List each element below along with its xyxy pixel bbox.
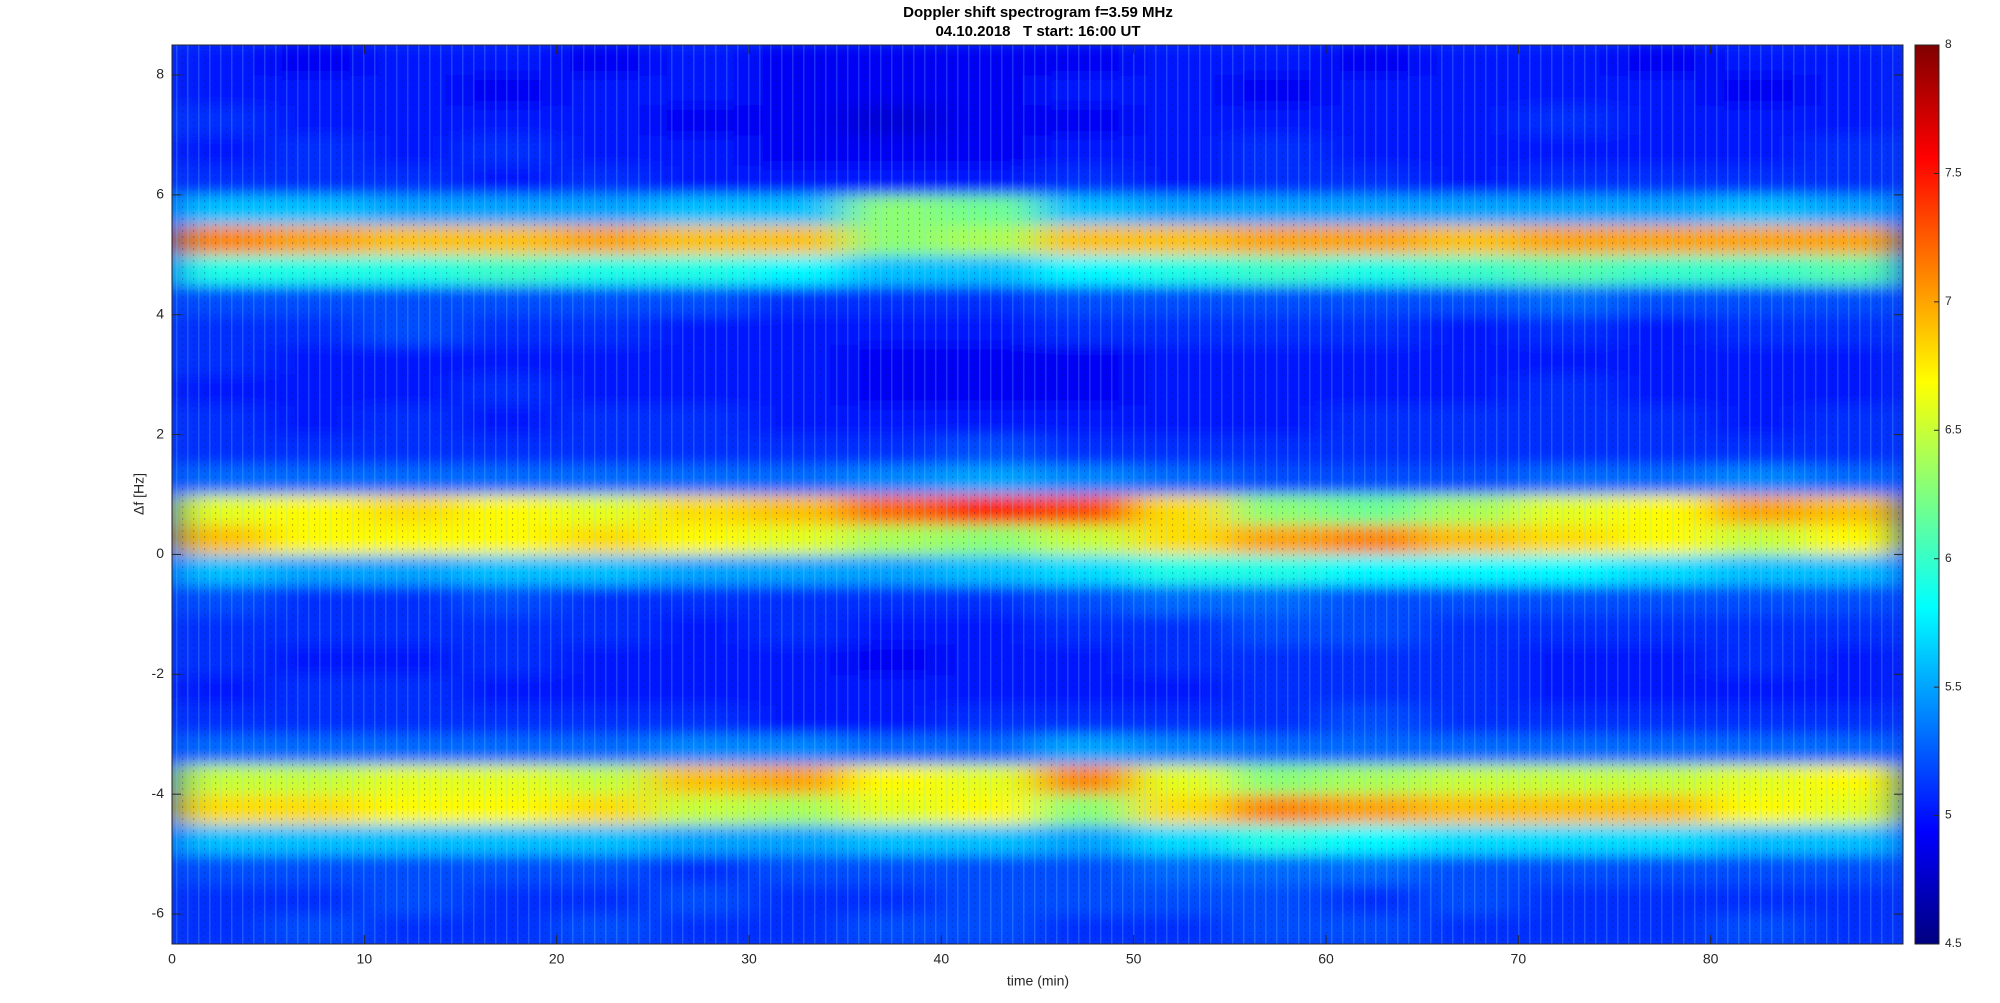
y-axis-label: Δf [Hz] — [131, 473, 147, 515]
colorbar-tick-label: 4.5 — [1945, 936, 1962, 950]
colorbar-tick-label: 5 — [1945, 808, 1952, 822]
y-tick-label: 8 — [156, 66, 164, 82]
colorbar-tick-label: 8 — [1945, 37, 1952, 51]
y-tick-label: 0 — [156, 545, 164, 561]
texture — [172, 45, 1903, 944]
colorbar-tick-label: 6 — [1945, 551, 1952, 565]
y-tick-label: -4 — [152, 785, 165, 801]
x-tick-label: 50 — [1126, 951, 1142, 967]
x-tick-label: 0 — [168, 951, 176, 967]
plot-frame — [171, 44, 1904, 945]
x-axis-label: time (min) — [1007, 973, 1069, 989]
colorbar-tick-label: 6.5 — [1945, 422, 1962, 436]
y-tick-label: 6 — [156, 186, 164, 202]
colorbar-tick-label: 5.5 — [1945, 679, 1962, 693]
x-tick-label: 40 — [934, 951, 950, 967]
colorbar-tick-label: 7 — [1945, 294, 1952, 308]
y-tick-label: -6 — [152, 905, 165, 921]
x-tick-label: 20 — [549, 951, 565, 967]
x-tick-label: 60 — [1318, 951, 1334, 967]
x-tick-label: 70 — [1511, 951, 1527, 967]
chart-title: Doppler shift spectrogram f=3.59 MHz — [903, 4, 1173, 21]
x-tick-label: 10 — [357, 951, 373, 967]
y-tick-label: 2 — [156, 425, 164, 441]
x-tick-label: 30 — [741, 951, 757, 967]
plot-area — [172, 45, 1903, 944]
colorbar — [1914, 44, 1940, 945]
y-tick-label: 4 — [156, 305, 164, 321]
colorbar-tick-label: 7.5 — [1945, 166, 1962, 180]
x-tick-label: 80 — [1703, 951, 1719, 967]
axes: 0 10 20 30 40 50 60 70 80 -6 -4 -2 0 2 4 6 8 4.5 5 5.5 6 6.5 7… — [152, 37, 1962, 967]
y-tick-label: -2 — [152, 665, 165, 681]
chart-subtitle: 04.10.2018 T start: 16:00 UT — [935, 23, 1140, 40]
